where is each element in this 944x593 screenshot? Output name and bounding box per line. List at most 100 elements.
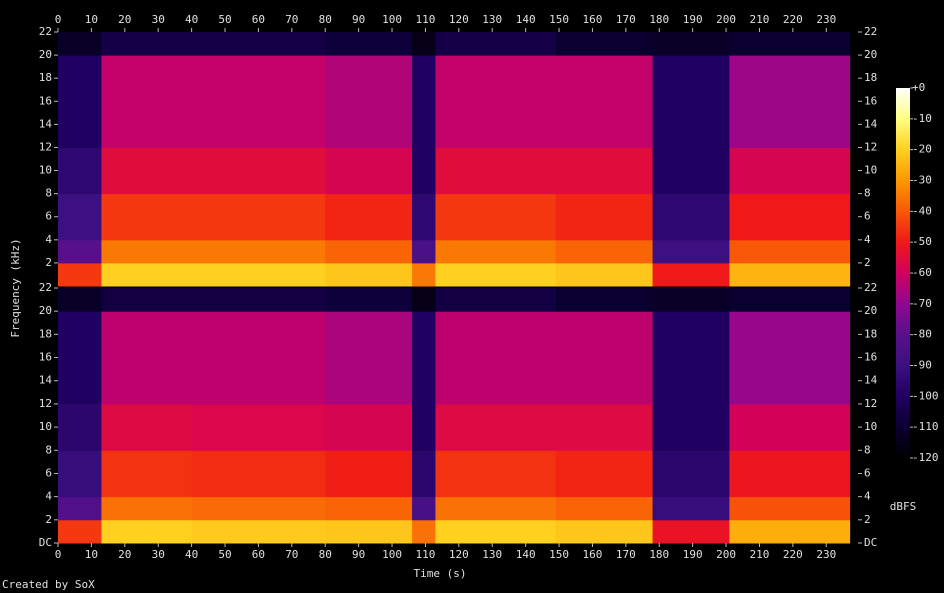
spectrogram-cell <box>325 239 413 264</box>
y-tick-label-left: 10 <box>39 420 52 433</box>
y-tick-label-right: 20 <box>864 48 877 61</box>
spectrogram-cell <box>729 147 851 195</box>
y-tick-label-left: 20 <box>39 48 52 61</box>
colorbar-tick-label: -80 <box>912 328 932 341</box>
y-tick-label-left: 14 <box>39 117 53 130</box>
x-tick-label-bottom: 160 <box>583 548 603 561</box>
spectrogram-cell <box>412 496 436 521</box>
x-tick-label-top: 110 <box>415 13 435 26</box>
spectrogram-cell <box>729 32 851 56</box>
x-tick-label-bottom: 180 <box>649 548 669 561</box>
x-tick-label-top: 30 <box>152 13 165 26</box>
spectrogram-cell <box>325 450 413 498</box>
colorbar-tick-label: -30 <box>912 174 932 187</box>
y-tick-label-right: 18 <box>864 327 877 340</box>
spectrogram-cell <box>652 450 730 498</box>
spectrogram-cell <box>729 55 851 148</box>
spectrogram-cell <box>555 32 654 56</box>
x-tick-label-bottom: 110 <box>415 548 435 561</box>
spectrogram-cell <box>191 496 326 521</box>
spectrogram-cell <box>191 55 326 148</box>
spectrogram-cell <box>729 193 851 241</box>
spectrogram-cell <box>325 519 413 544</box>
x-tick-label-top: 60 <box>252 13 265 26</box>
spectrogram-cell <box>325 147 413 195</box>
spectrogram-cell <box>101 496 193 521</box>
y-tick-label-right: 2 <box>864 256 871 269</box>
y-tick-label-left: 4 <box>45 233 52 246</box>
x-tick-label-top: 180 <box>649 13 669 26</box>
x-tick-label-bottom: 10 <box>85 548 98 561</box>
spectrogram-cell <box>191 147 326 195</box>
spectrogram-cell <box>555 262 654 287</box>
colorbar-tick-label: -90 <box>912 359 932 372</box>
x-tick-label-bottom: 0 <box>55 548 62 561</box>
spectrogram-cell <box>325 262 413 287</box>
spectrogram-cell <box>412 519 436 544</box>
spectrogram-cell <box>555 193 654 241</box>
x-tick-label-top: 10 <box>85 13 98 26</box>
credit: Created by SoX <box>2 578 95 591</box>
spectrogram-cell <box>555 288 654 312</box>
x-tick-label-bottom: 140 <box>516 548 536 561</box>
x-tick-label-top: 150 <box>549 13 569 26</box>
y-tick-label-right: 14 <box>864 374 878 387</box>
spectrogram-cell <box>435 239 557 264</box>
spectrogram-cell <box>435 262 557 287</box>
x-tick-label-bottom: 230 <box>816 548 836 561</box>
y-tick-label-left: 12 <box>39 397 52 410</box>
colorbar-tick-label: -100 <box>912 389 939 402</box>
y-tick-label-left: 16 <box>39 94 52 107</box>
spectrogram-cell <box>412 311 436 405</box>
spectrogram-cell <box>555 403 654 451</box>
y-tick-label-left: 2 <box>45 513 52 526</box>
y-tick-label-left: 2 <box>45 256 52 269</box>
y-tick-label-left: 4 <box>45 490 52 503</box>
spectrogram-cell <box>652 288 730 312</box>
spectrogram-cell <box>729 403 851 451</box>
x-axis-label: Time (s) <box>414 567 467 580</box>
y-tick-label-left: 8 <box>45 187 52 200</box>
spectrogram-cell <box>58 403 102 451</box>
y-tick-label-right: DC <box>864 536 877 549</box>
spectrogram-cell <box>325 311 413 405</box>
spectrogram-cell <box>325 403 413 451</box>
spectrogram-cell <box>729 519 851 544</box>
colorbar <box>896 88 910 458</box>
spectrogram-cell <box>729 450 851 498</box>
spectrogram-cell <box>58 193 102 241</box>
spectrogram-cell <box>58 55 102 148</box>
x-tick-label-bottom: 120 <box>449 548 469 561</box>
spectrogram-cell <box>652 262 730 287</box>
y-tick-label-right: 6 <box>864 210 871 223</box>
colorbar-tick-label: -10 <box>912 112 932 125</box>
spectrogram-cell <box>101 311 193 405</box>
spectrogram-cell <box>412 450 436 498</box>
x-tick-label-bottom: 30 <box>152 548 165 561</box>
x-tick-label-bottom: 20 <box>118 548 131 561</box>
spectrogram-cell <box>191 450 326 498</box>
spectrogram-cell <box>555 147 654 195</box>
spectrogram-cell <box>412 239 436 264</box>
colorbar-tick-label: -120 <box>912 451 939 464</box>
spectrogram-cell <box>101 450 193 498</box>
spectrogram-cell <box>412 32 436 56</box>
spectrogram-cell <box>729 496 851 521</box>
x-tick-label-bottom: 190 <box>683 548 703 561</box>
spectrogram-cell <box>729 311 851 405</box>
y-tick-label-right: 2 <box>864 513 871 526</box>
spectrogram-cell <box>58 147 102 195</box>
spectrogram-cell <box>412 288 436 312</box>
y-tick-label-right: 12 <box>864 397 877 410</box>
y-tick-label-left: DC <box>39 536 52 549</box>
spectrogram-cell <box>435 193 557 241</box>
spectrogram-cell <box>729 262 851 287</box>
spectrogram-cell <box>325 288 413 312</box>
x-tick-label-bottom: 130 <box>482 548 502 561</box>
y-tick-label-left: 12 <box>39 140 52 153</box>
spectrogram-cell <box>652 55 730 148</box>
spectrogram-cell <box>58 519 102 544</box>
y-tick-label-left: 10 <box>39 164 52 177</box>
colorbar-tick-label: -110 <box>912 420 939 433</box>
spectrogram-cell <box>191 519 326 544</box>
